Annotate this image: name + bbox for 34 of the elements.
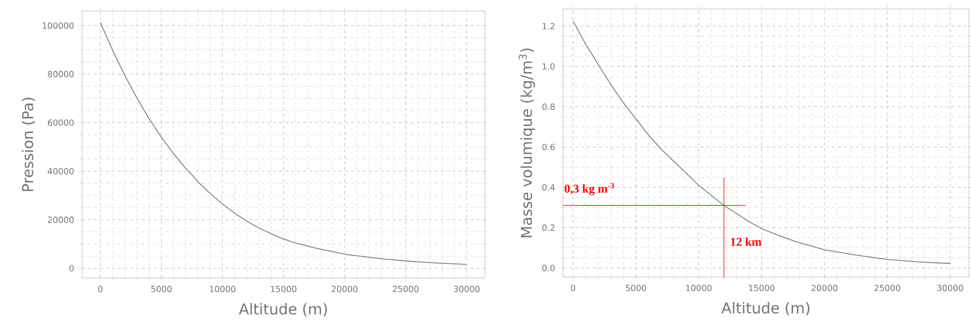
x-axis-title: Altitude (m): [721, 302, 810, 316]
x-axis-title: Altitude (m): [238, 303, 327, 316]
x-tick-label: 10000: [686, 284, 712, 292]
x-tick-label: 0: [570, 284, 576, 292]
y-tick-label: 40000: [48, 168, 74, 174]
y-tick-label: 60000: [48, 119, 74, 126]
x-tick-label: 20000: [812, 284, 838, 292]
x-tick-label: 15000: [749, 284, 775, 292]
x-tick-label: 5000: [626, 284, 646, 292]
y-tick-label: 0: [69, 265, 74, 272]
x-tick-label: 15000: [270, 286, 296, 292]
y-tick-label: 100000: [42, 22, 74, 29]
y-tick-label: 20000: [48, 216, 74, 223]
line-series: [100, 22, 468, 265]
y-axis-title: Pression (Pa): [22, 98, 36, 192]
x-tick-label: 25000: [874, 284, 900, 292]
ref-line-label: 12 km: [731, 238, 762, 246]
y-tick-label: 0.2: [542, 224, 554, 231]
y-tick-label: 0.8: [542, 104, 555, 110]
y-tick-label: 1.0: [542, 63, 555, 70]
y-tick-label: 0.6: [542, 144, 555, 150]
x-tick-label: 30000: [937, 284, 964, 292]
x-tick-label: 5000: [151, 286, 172, 292]
y-tick-label: 0.0: [542, 264, 555, 272]
x-tick-label: 20000: [332, 286, 358, 292]
y-tick-label: 80000: [48, 70, 74, 78]
ref-line-label: 0,3 kg m$^{-3}$: [564, 183, 614, 196]
y-tick-label: 1.2: [542, 22, 554, 30]
y-axis-title: Masse volumique (kg/m$^{3}$): [518, 48, 535, 238]
x-tick-label: 25000: [392, 286, 419, 292]
y-tick-label: 0.4: [542, 184, 555, 191]
x-tick-label: 10000: [210, 286, 236, 292]
x-tick-label: 30000: [454, 286, 480, 292]
x-tick-label: 0: [98, 286, 102, 292]
